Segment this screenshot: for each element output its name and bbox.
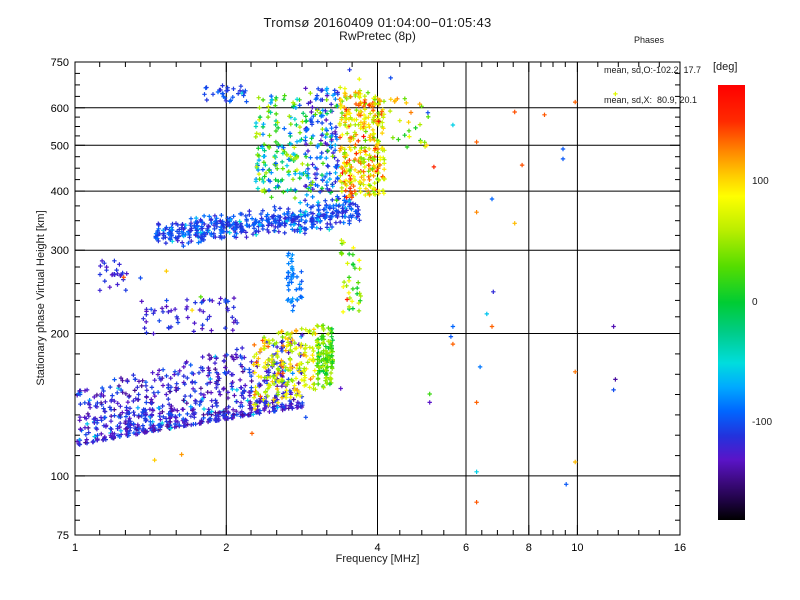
phase-stats-block: Phases mean, sd,O:-102.2, 17.7 mean, sd,… [604, 15, 701, 125]
y-tick-label: 500 [51, 140, 69, 152]
phase-stats-heading: Phases [634, 35, 665, 45]
x-tick-label: 16 [674, 542, 686, 554]
y-tick-label: 75 [57, 530, 69, 542]
x-tick-label: 10 [571, 542, 583, 554]
colorbar-tick-label: -100 [752, 417, 773, 429]
y-tick-label: 600 [51, 103, 69, 115]
x-axis-label: Frequency [MHz] [335, 553, 420, 565]
phase-stats-x-mode: mean, sd,X: 80.9, 20.1 [604, 95, 698, 105]
y-tick-label: 300 [51, 245, 69, 257]
scatter-points [74, 67, 618, 505]
y-tick-label: 750 [51, 57, 69, 69]
x-tick-label: 1 [72, 542, 78, 554]
y-tick-label: 100 [51, 471, 69, 483]
x-tick-label: 2 [223, 542, 229, 554]
page-title: Tromsø 20160409 01:04:00−01:05:43 [263, 15, 492, 30]
page-subtitle: RwPretec (8p) [339, 29, 416, 43]
x-tick-label: 4 [374, 542, 380, 554]
y-tick-label: 200 [51, 329, 69, 341]
colorbar-tick-label: 0 [752, 296, 758, 308]
colorbar-gradient [718, 85, 745, 520]
x-tick-label: 8 [526, 542, 532, 554]
y-tick-label: 400 [51, 186, 69, 198]
phase-stats-o-mode: mean, sd,O:-102.2, 17.7 [604, 65, 702, 75]
colorbar-tick-label: 100 [752, 175, 769, 187]
colorbar-unit-label: [deg] [713, 61, 738, 73]
x-tick-label: 6 [463, 542, 469, 554]
y-axis-label: Stationary phase Virtual Height [km] [35, 210, 47, 386]
